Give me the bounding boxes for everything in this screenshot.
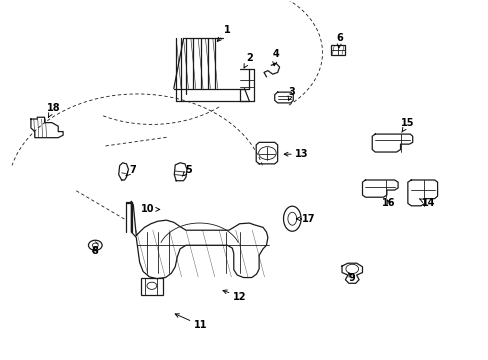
Text: 10: 10 [141,204,159,215]
Text: 2: 2 [244,53,252,68]
Text: 13: 13 [284,149,308,159]
Text: 15: 15 [400,118,414,132]
Text: 14: 14 [418,198,435,208]
Text: 9: 9 [347,273,354,283]
Bar [330,45,344,55]
Text: 5: 5 [182,165,191,176]
Bar [141,278,163,296]
Text: 4: 4 [272,49,279,66]
Text: 3: 3 [287,87,294,100]
Text: 18: 18 [46,103,60,117]
Text: 17: 17 [296,214,315,224]
Text: 11: 11 [175,314,207,330]
Text: 7: 7 [126,165,136,176]
Text: 12: 12 [223,290,246,302]
Text: 6: 6 [336,33,342,48]
Text: 8: 8 [91,246,98,256]
Text: 1: 1 [217,25,230,41]
Text: 16: 16 [381,198,395,208]
